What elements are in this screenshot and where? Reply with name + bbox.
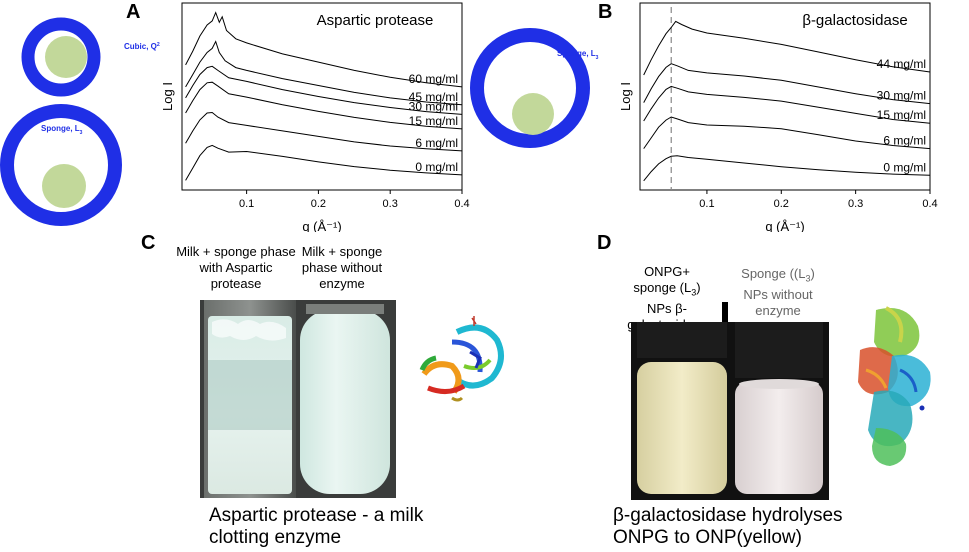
series-line [185, 144, 463, 181]
series-label: 6 mg/ml [883, 134, 926, 148]
series-line [643, 85, 931, 124]
series-line [643, 20, 931, 76]
series-label: 30 mg/ml [877, 89, 926, 103]
series-label: 6 mg/ml [415, 136, 458, 150]
sponge-particle-core-b [512, 93, 554, 135]
saxs-chart-a: 0.1 0.2 0.3 0.4 q (Å⁻¹) Log I Aspartic proteas… [160, 2, 470, 232]
series-label: 15 mg/ml [877, 108, 926, 122]
schematic-b: Sponge, L3 [470, 28, 599, 148]
series-line [185, 40, 463, 106]
y-axis-label: Log I [618, 82, 633, 111]
series-label: 45 mg/ml [409, 90, 458, 104]
series-line [185, 111, 463, 152]
aspartic-protease-structure [419, 316, 504, 402]
plot-frame [639, 2, 931, 191]
sponge-particle-ring-b [470, 28, 590, 148]
cubic-particle-ring [21, 17, 101, 97]
sponge-particle-core [42, 164, 86, 208]
vial-white-control [735, 382, 823, 494]
sponge-label: Sponge, L3 [41, 124, 83, 136]
series-line [185, 11, 463, 88]
x-tick-label: 0.2 [311, 198, 326, 210]
x-axis-label: q (Å⁻¹) [765, 219, 804, 232]
x-tick-label: 0.3 [848, 198, 863, 210]
vial-without-enzyme [300, 310, 390, 494]
caption-d-line1: β-galactosidase hydrolyses [613, 505, 843, 526]
cubic-particle-core [45, 36, 87, 78]
vial-yellow-onp [637, 362, 727, 494]
caption-c-line2: clotting enzyme [209, 527, 342, 548]
x-axis-label: q (Å⁻¹) [302, 219, 341, 232]
plot-frame [181, 2, 463, 191]
series-label: 30 mg/ml [409, 99, 458, 113]
caption-d-line2: ONPG to ONP(yellow) [613, 527, 802, 548]
panel-letter-c: C [141, 232, 156, 254]
y-axis-label: Log I [160, 82, 175, 111]
panel-letter-d: D [597, 232, 612, 254]
panel-letter-b: B [598, 1, 613, 23]
cubic-label: Cubic, Q224 [124, 42, 160, 51]
series-label: 15 mg/ml [409, 114, 458, 128]
sponge-particle-ring [0, 104, 122, 226]
x-tick-label: 0.1 [699, 198, 714, 210]
series-label: 44 mg/ml [877, 57, 926, 71]
label-divider [722, 302, 728, 322]
x-tick-label: 0.2 [774, 198, 789, 210]
label-sponge-without-enzyme: Sponge ((L3) NPs without enzyme [741, 266, 815, 318]
series-line [643, 63, 931, 105]
vials-photo-c [200, 300, 396, 498]
vials-photo-d [631, 322, 829, 500]
caption-c-line1: Aspartic protease - a milk [209, 505, 424, 526]
series-line [185, 81, 463, 130]
x-tick-label: 0.4 [454, 198, 469, 210]
label-without-enzyme: Milk + sponge phase without enzyme [301, 244, 383, 291]
series-line [185, 65, 463, 115]
x-tick-label: 0.1 [239, 198, 254, 210]
x-tick-label: 0.4 [922, 198, 937, 210]
label-with-protease: Milk + sponge phase with Aspartic protea… [176, 244, 296, 291]
panel-letter-a: A [126, 1, 141, 23]
beta-galactosidase-structure [858, 306, 931, 466]
chart-title: β-galactosidase [802, 12, 907, 29]
series-label: 0 mg/ml [883, 160, 926, 174]
x-tick-label: 0.3 [383, 198, 398, 210]
schematic-a: Cubic, Q224 Sponge, L3 [0, 17, 160, 226]
series-line [643, 155, 931, 182]
caption-c: Aspartic protease - a milk clotting enzy… [209, 505, 509, 549]
series-label: 60 mg/ml [409, 72, 458, 86]
sponge-label-b: Sponge, L3 [557, 49, 599, 61]
caption-d: β-galactosidase hydrolyses ONPG to ONP(y… [613, 505, 913, 549]
chart-title: Aspartic protease [317, 12, 434, 29]
series-label: 0 mg/ml [415, 160, 458, 174]
saxs-chart-b: 0.1 0.2 0.3 0.4 q (Å⁻¹) Log I β-galactosidase 0… [618, 2, 938, 232]
series-line [643, 116, 931, 150]
